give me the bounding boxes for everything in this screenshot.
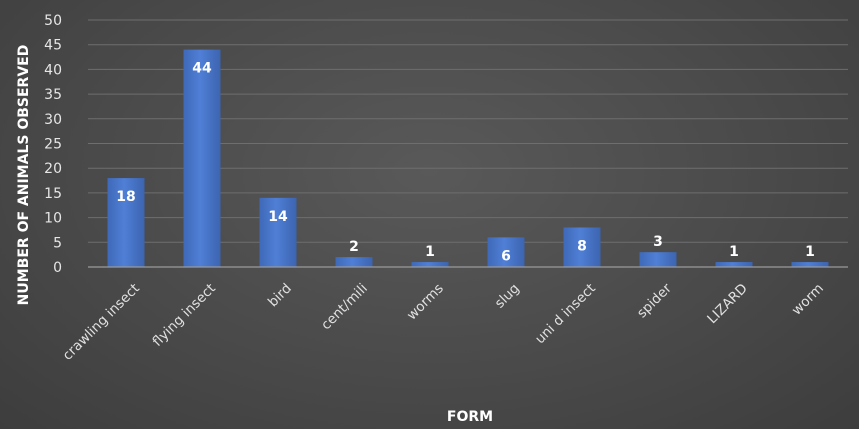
- x-tick-label: bird: [265, 281, 295, 311]
- x-tick-label: cent/mili: [318, 281, 371, 334]
- data-label: 8: [577, 238, 587, 254]
- y-tick-label: 40: [44, 62, 62, 78]
- y-tick-label: 35: [44, 87, 62, 103]
- data-label: 14: [268, 209, 288, 225]
- bar: [716, 262, 753, 267]
- bar: [640, 252, 677, 267]
- data-label: 1: [729, 244, 739, 260]
- data-label: 6: [501, 248, 511, 264]
- data-label: 1: [425, 244, 435, 260]
- data-label: 44: [192, 61, 212, 77]
- y-tick-label: 15: [44, 186, 62, 202]
- y-axis-title: NUMBER OF ANIMALS OBSERVED: [16, 45, 32, 306]
- bar: [184, 50, 221, 267]
- x-tick-label: slug: [492, 281, 523, 312]
- y-tick-label: 10: [44, 211, 62, 227]
- x-tick-label: worm: [789, 281, 827, 319]
- y-axis-ticks: 0 5 10 15 20 25 30 35 40 45 50: [44, 13, 62, 276]
- y-tick-label: 30: [44, 112, 62, 128]
- data-label: 2: [349, 239, 359, 255]
- data-label: 18: [116, 189, 135, 205]
- x-tick-label: uni d insect: [532, 281, 599, 348]
- bar: [412, 262, 449, 267]
- bars: [108, 50, 829, 267]
- data-label: 3: [653, 234, 663, 250]
- data-labels: 18 44 14 2 1 6 8 3 1 1: [116, 61, 815, 265]
- x-tick-label: LIZARD: [704, 281, 751, 328]
- y-tick-label: 25: [44, 137, 62, 153]
- data-label: 1: [805, 244, 815, 260]
- y-tick-label: 50: [44, 13, 62, 29]
- y-tick-label: 0: [53, 260, 62, 276]
- y-tick-label: 20: [44, 161, 62, 177]
- x-axis-ticks: crawling insect flying insect bird cent/mil…: [60, 280, 827, 363]
- x-tick-label: crawling insect: [60, 281, 143, 364]
- x-tick-label: flying insect: [150, 281, 219, 350]
- y-tick-label: 45: [44, 38, 62, 54]
- x-axis-title: FORM: [447, 409, 493, 425]
- y-tick-label: 5: [53, 235, 62, 251]
- bar: [336, 257, 373, 267]
- x-tick-label: spider: [634, 280, 675, 321]
- x-tick-label: worms: [404, 281, 447, 324]
- bar: [792, 262, 829, 267]
